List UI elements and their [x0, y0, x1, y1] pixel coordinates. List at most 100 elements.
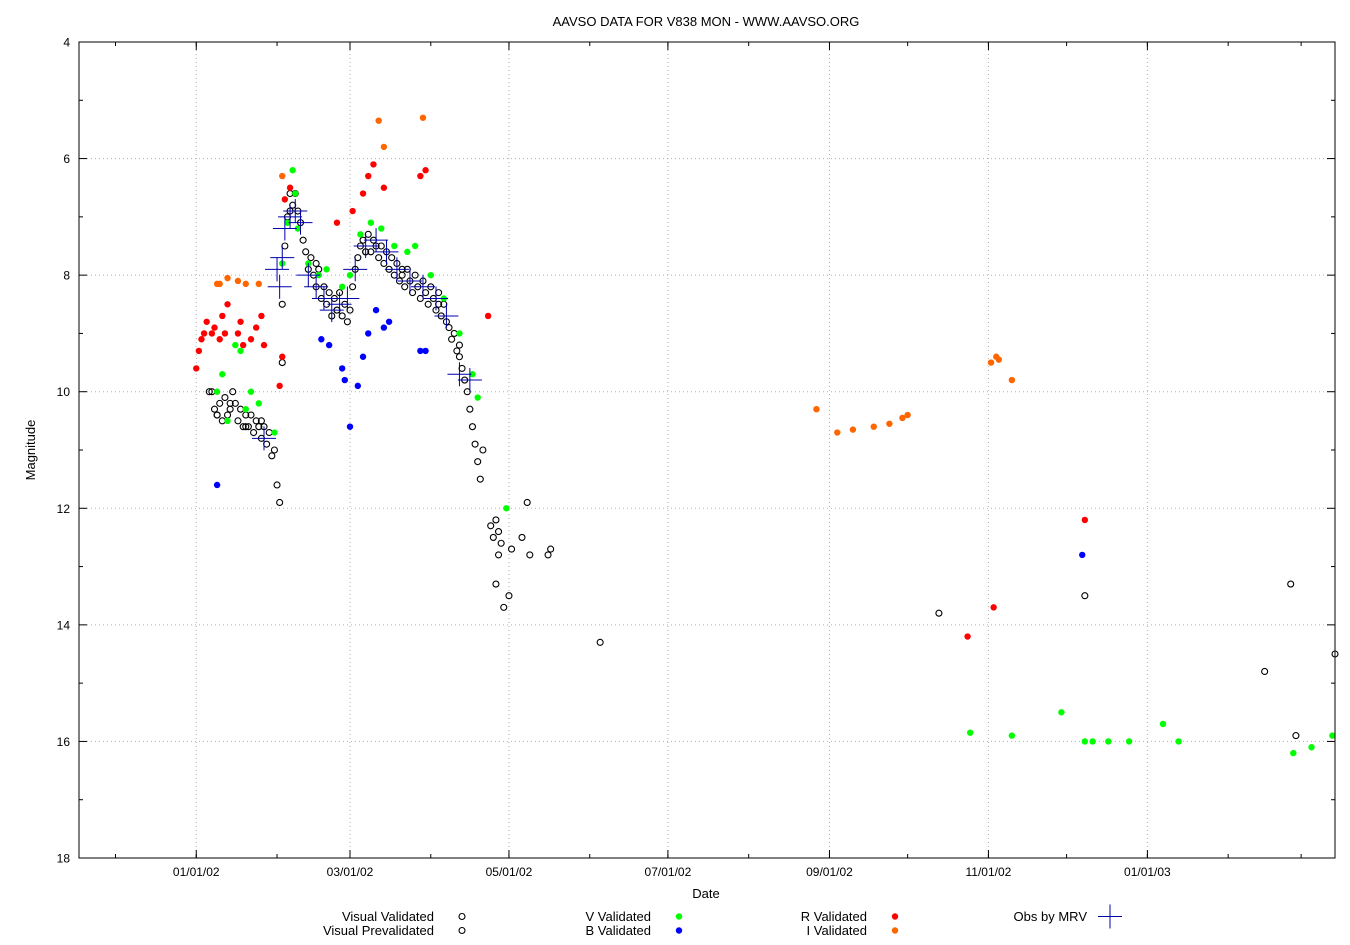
- x-tick-label: 11/01/02: [966, 865, 1012, 879]
- data-point: [257, 417, 265, 425]
- y-tick-label: 14: [57, 618, 71, 632]
- data-point: [417, 347, 424, 355]
- data-point: [523, 498, 531, 507]
- y-tick-label: 16: [57, 735, 71, 749]
- data-point: [390, 271, 398, 279]
- data-point: [283, 199, 308, 224]
- data-point: [237, 347, 244, 355]
- series-2: [213, 167, 1336, 757]
- data-point: [378, 225, 385, 232]
- data-point: [247, 336, 255, 343]
- data-point: [380, 259, 388, 268]
- data-point: [359, 190, 367, 197]
- data-point: [1079, 551, 1086, 559]
- data-point: [455, 341, 463, 349]
- data-point: [494, 528, 503, 536]
- data-point: [208, 330, 216, 337]
- data-point: [995, 356, 1003, 363]
- y-tick-label: 12: [57, 502, 71, 516]
- data-point: [325, 341, 333, 349]
- x-tick-label: 09/01/02: [806, 865, 853, 879]
- data-point: [834, 429, 841, 436]
- data-point: [422, 347, 429, 355]
- data-point: [479, 446, 487, 454]
- data-point: [260, 341, 268, 349]
- data-point: [205, 388, 213, 396]
- x-axis-ticks: 01/01/02 03/01/02 05/01/02 07/01/02 09/01/02…: [114, 42, 1302, 879]
- data-point: [276, 382, 283, 390]
- data-point: [354, 382, 362, 390]
- data-point: [380, 143, 388, 151]
- data-point: [213, 388, 221, 395]
- data-point: [469, 371, 476, 378]
- data-point: [489, 533, 497, 541]
- data-point: [518, 533, 526, 541]
- series-3: [213, 306, 1086, 559]
- data-point: [813, 406, 820, 413]
- data-point: [377, 242, 385, 250]
- legend-marker: [675, 927, 683, 934]
- data-point: [250, 428, 258, 437]
- legend-marker: [891, 927, 899, 934]
- data-point: [497, 539, 505, 547]
- data-point: [343, 257, 368, 282]
- data-point: [372, 306, 380, 314]
- data-point: [385, 318, 393, 325]
- data-point: [410, 274, 435, 299]
- data-point: [397, 268, 422, 293]
- data-point: [242, 406, 249, 413]
- data-point: [219, 371, 226, 378]
- data-point: [505, 592, 513, 600]
- data-point: [237, 318, 244, 325]
- data-point: [445, 324, 453, 332]
- data-point: [427, 271, 434, 279]
- y-tick-label: 10: [57, 385, 71, 399]
- data-point: [346, 271, 354, 279]
- data-point: [252, 426, 277, 451]
- data-point: [849, 426, 857, 433]
- data-point: [289, 201, 297, 209]
- data-point: [1125, 738, 1133, 745]
- legend-label: Obs by MRV: [1014, 909, 1088, 924]
- legend-marker: [458, 912, 466, 921]
- data-point: [341, 376, 348, 384]
- data-point: [484, 312, 492, 320]
- data-point: [1081, 738, 1089, 745]
- data-point: [234, 417, 242, 425]
- x-tick-label: 03/01/02: [327, 865, 374, 879]
- data-point: [1292, 732, 1300, 740]
- legend-marker: [1098, 904, 1122, 929]
- data-point: [367, 248, 375, 256]
- data-point: [417, 172, 424, 180]
- legend-label: V Validated: [585, 909, 651, 924]
- data-point: [388, 254, 396, 262]
- legend-entry: Visual Validated: [342, 909, 466, 924]
- data-point: [302, 248, 310, 256]
- data-point: [404, 248, 411, 256]
- data-point: [223, 411, 232, 419]
- data-point: [457, 368, 482, 393]
- data-point: [255, 400, 263, 407]
- data-point: [265, 257, 290, 282]
- data-point: [596, 638, 604, 646]
- data-point: [232, 341, 239, 349]
- legend-entry: Obs by MRV: [1014, 904, 1122, 929]
- data-point: [242, 280, 249, 288]
- data-point: [224, 417, 231, 425]
- data-point: [474, 394, 481, 401]
- data-point: [273, 481, 281, 489]
- data-point: [263, 440, 271, 448]
- data-point: [899, 414, 906, 422]
- data-point: [216, 336, 223, 343]
- data-point: [1089, 738, 1096, 745]
- data-point: [271, 429, 278, 436]
- data-point: [278, 300, 286, 308]
- data-point: [990, 604, 997, 611]
- data-point: [987, 359, 995, 366]
- data-point: [500, 603, 508, 611]
- x-tick-label: 01/01/03: [1124, 865, 1171, 879]
- y-tick-label: 4: [63, 36, 70, 50]
- data-point: [279, 353, 286, 360]
- data-point: [544, 551, 552, 559]
